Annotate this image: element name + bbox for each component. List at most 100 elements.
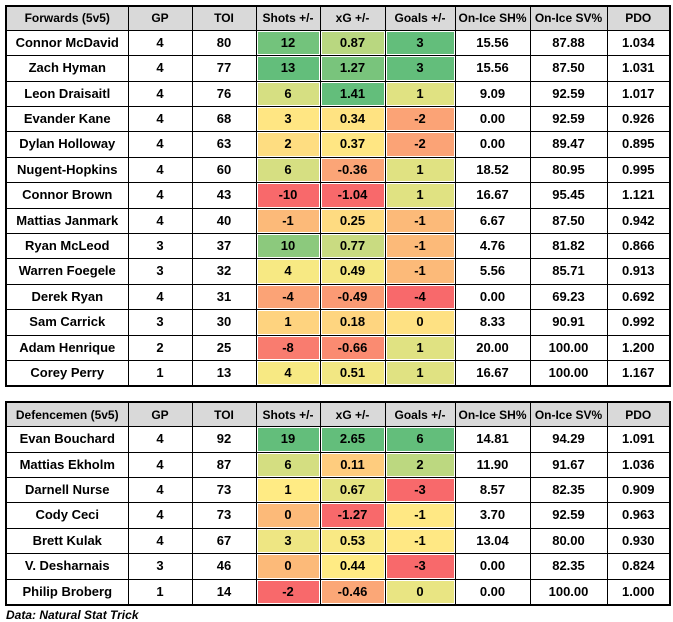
- player-name-cell: Adam Henrique: [5, 334, 129, 361]
- pdo-cell: 1.121: [606, 182, 671, 209]
- gp-cell: 3: [127, 309, 193, 336]
- player-row: Mattias Janmark 4 40 -1 0.25 -1 6.67 87.50 0.942: [5, 207, 671, 235]
- on-ice-sh-pct-cell: 14.81: [454, 426, 531, 453]
- forwards-title-header: Forwards (5v5): [5, 5, 129, 31]
- xg-column-header: xG +/-: [319, 401, 386, 428]
- player-row: Brett Kulak 4 67 3 0.53 -1 13.04 80.00 0.930: [5, 527, 671, 555]
- on-ice-sv-pct-cell: 82.35: [529, 553, 608, 580]
- player-row: Sam Carrick 3 30 1 0.18 0 8.33 90.91 0.992: [5, 309, 671, 336]
- shots-cell: 13: [255, 55, 321, 82]
- goals-cell: -2: [384, 106, 456, 133]
- toi-column-header: TOI: [191, 5, 257, 31]
- on-ice-sh-pct-cell: 0.00: [454, 283, 531, 311]
- shots-cell: -8: [255, 334, 321, 361]
- pdo-cell: 0.992: [606, 309, 671, 336]
- player-name-cell: Nugent-Hopkins: [5, 156, 129, 184]
- gp-cell: 1: [127, 359, 193, 387]
- pdo-cell: 0.909: [606, 477, 671, 504]
- on-ice-sh-pct-cell: 8.33: [454, 309, 531, 336]
- xg-cell: 0.53: [319, 527, 386, 555]
- defencemen-table: Defencemen (5v5) GP TOI Shots +/- xG +/-…: [5, 401, 671, 606]
- shots-cell: 6: [255, 451, 321, 479]
- player-row: Nugent-Hopkins 4 60 6 -0.36 1 18.52 80.95 0.995: [5, 156, 671, 184]
- toi-cell: 73: [191, 502, 257, 529]
- on-ice-sv-pct-cell: 94.29: [529, 426, 608, 453]
- player-row: Warren Foegele 3 32 4 0.49 -1 5.56 85.71 0.913: [5, 258, 671, 285]
- player-row: Zach Hyman 4 77 13 1.27 3 15.56 87.50 1.031: [5, 55, 671, 82]
- shots-cell: -1: [255, 207, 321, 235]
- goals-cell: 2: [384, 451, 456, 479]
- on-ice-sh-pct-cell: 13.04: [454, 527, 531, 555]
- player-row: Ryan McLeod 3 37 10 0.77 -1 4.76 81.82 0.866: [5, 233, 671, 260]
- player-name-cell: Connor McDavid: [5, 29, 129, 57]
- pdo-cell: 1.034: [606, 29, 671, 57]
- gp-cell: 4: [127, 283, 193, 311]
- toi-cell: 32: [191, 258, 257, 285]
- gp-column-header: GP: [127, 5, 193, 31]
- pdo-cell: 1.200: [606, 334, 671, 361]
- defencemen-table-body: Evan Bouchard 4 92 19 2.65 6 14.81 94.29 1.091 Ma…: [5, 426, 671, 606]
- goals-cell: -1: [384, 207, 456, 235]
- on-ice-sv-pct-cell: 87.88: [529, 29, 608, 57]
- on-ice-sh-pct-cell: 3.70: [454, 502, 531, 529]
- shots-cell: 2: [255, 131, 321, 158]
- shots-cell: 6: [255, 80, 321, 108]
- player-row: Derek Ryan 4 31 -4 -0.49 -4 0.00 69.23 0.692: [5, 283, 671, 311]
- gp-cell: 4: [127, 131, 193, 158]
- toi-cell: 31: [191, 283, 257, 311]
- pdo-cell: 1.091: [606, 426, 671, 453]
- forwards-header-row: Forwards (5v5) GP TOI Shots +/- xG +/- G…: [5, 5, 671, 31]
- xg-cell: 0.11: [319, 451, 386, 479]
- toi-cell: 73: [191, 477, 257, 504]
- toi-cell: 46: [191, 553, 257, 580]
- player-row: Leon Draisaitl 4 76 6 1.41 1 9.09 92.59 1.017: [5, 80, 671, 108]
- on-ice-sv-pct-cell: 89.47: [529, 131, 608, 158]
- on-ice-sv-pct-cell: 100.00: [529, 359, 608, 387]
- gp-cell: 4: [127, 426, 193, 453]
- on-ice-sh-pct-cell: 20.00: [454, 334, 531, 361]
- xg-cell: -0.46: [319, 578, 386, 606]
- player-name-cell: Mattias Ekholm: [5, 451, 129, 479]
- xg-cell: 0.44: [319, 553, 386, 580]
- on-ice-sv-pct-cell: 82.35: [529, 477, 608, 504]
- toi-cell: 92: [191, 426, 257, 453]
- goals-cell: -3: [384, 477, 456, 504]
- toi-column-header: TOI: [191, 401, 257, 428]
- gp-cell: 4: [127, 451, 193, 479]
- xg-cell: -1.04: [319, 182, 386, 209]
- gp-cell: 4: [127, 29, 193, 57]
- xg-cell: 0.77: [319, 233, 386, 260]
- shots-cell: 6: [255, 156, 321, 184]
- gp-cell: 1: [127, 578, 193, 606]
- goals-cell: 3: [384, 55, 456, 82]
- on-ice-sh-pct-cell: 0.00: [454, 106, 531, 133]
- shots-column-header: Shots +/-: [255, 5, 321, 31]
- pdo-cell: 0.913: [606, 258, 671, 285]
- goals-cell: -1: [384, 233, 456, 260]
- toi-cell: 40: [191, 207, 257, 235]
- player-row: Philip Broberg 1 14 -2 -0.46 0 0.00 100.00 1.000: [5, 578, 671, 606]
- pdo-cell: 0.895: [606, 131, 671, 158]
- goals-cell: 0: [384, 309, 456, 336]
- toi-cell: 60: [191, 156, 257, 184]
- pdo-cell: 0.692: [606, 283, 671, 311]
- player-row: Evander Kane 4 68 3 0.34 -2 0.00 92.59 0.926: [5, 106, 671, 133]
- xg-cell: -1.27: [319, 502, 386, 529]
- toi-cell: 30: [191, 309, 257, 336]
- on-ice-sh-pct-cell: 15.56: [454, 55, 531, 82]
- on-ice-sh-pct-cell: 16.67: [454, 182, 531, 209]
- pdo-cell: 1.017: [606, 80, 671, 108]
- on-ice-sv-pct-cell: 92.59: [529, 80, 608, 108]
- shots-cell: 10: [255, 233, 321, 260]
- xg-cell: 0.67: [319, 477, 386, 504]
- pdo-cell: 0.995: [606, 156, 671, 184]
- toi-cell: 13: [191, 359, 257, 387]
- gp-cell: 4: [127, 55, 193, 82]
- shots-cell: 12: [255, 29, 321, 57]
- on-ice-sh-pct-cell: 16.67: [454, 359, 531, 387]
- player-row: Mattias Ekholm 4 87 6 0.11 2 11.90 91.67 1.036: [5, 451, 671, 479]
- player-row: Evan Bouchard 4 92 19 2.65 6 14.81 94.29 1.091: [5, 426, 671, 453]
- on-ice-sh-pct-cell: 6.67: [454, 207, 531, 235]
- onice-sv-column-header: On-Ice SV%: [529, 5, 608, 31]
